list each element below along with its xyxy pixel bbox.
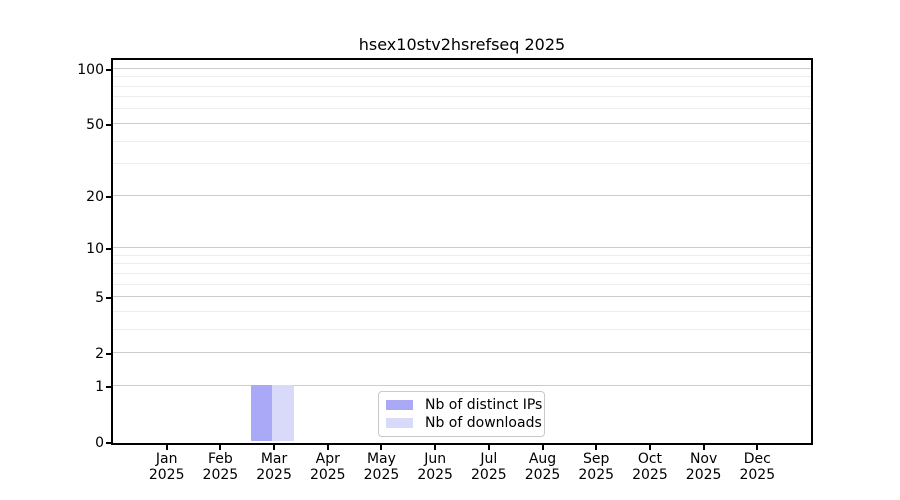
legend-swatch (386, 400, 413, 410)
y-tick-label: 5 (95, 290, 104, 307)
gridline-minor (113, 85, 811, 87)
y-tick-mark (106, 195, 111, 198)
x-tick-label: Dec 2025 (725, 451, 789, 483)
gridline-minor (113, 283, 811, 285)
y-tick-mark (106, 442, 111, 444)
gridline-major (113, 296, 811, 298)
x-tick-month: Dec (743, 451, 771, 467)
gridline-minor (113, 272, 811, 274)
y-tick-mark (106, 123, 111, 126)
legend-swatch (386, 418, 413, 428)
y-tick-label: 100 (77, 61, 104, 78)
legend-label: Nb of downloads (425, 415, 542, 431)
x-tick-mark (756, 445, 759, 450)
chart-title: hsex10stv2hsrefseq 2025 (358, 35, 566, 54)
gridline-major (113, 384, 811, 386)
x-tick-month: Jul (480, 451, 498, 467)
x-tick-year: 2025 (363, 467, 400, 483)
x-tick-month: Aug (528, 451, 557, 467)
y-tick-mark (106, 385, 111, 388)
legend-item: Nb of distinct IPs (386, 397, 542, 413)
x-tick-mark (165, 445, 168, 450)
y-tick-label: 2 (95, 346, 104, 363)
y-tick-mark (106, 297, 111, 300)
gridline-major (113, 67, 811, 69)
x-tick-year: 2025 (739, 467, 776, 483)
x-tick-year: 2025 (632, 467, 668, 483)
y-tick-label: 1 (95, 378, 104, 395)
legend-label: Nb of distinct IPs (425, 397, 543, 413)
x-tick-label: Nov 2025 (672, 451, 736, 483)
y-tick-mark (106, 68, 111, 71)
x-tick-label: Oct 2025 (618, 451, 682, 483)
gridline-minor (113, 254, 811, 256)
gridline-minor (113, 263, 811, 265)
x-tick-mark (487, 445, 490, 450)
x-tick-year: 2025 (524, 467, 561, 483)
x-tick-mark (326, 445, 329, 450)
gridlines-layer (113, 60, 811, 443)
gridline-minor (113, 163, 811, 165)
y-tick-label: 10 (86, 241, 104, 258)
gridline-minor (113, 328, 811, 330)
y-tick-label: 50 (86, 116, 104, 133)
x-tick-label: May 2025 (349, 451, 413, 483)
gridline-minor (113, 310, 811, 312)
x-tick-label: Sep 2025 (564, 451, 628, 483)
plot-area (111, 58, 813, 445)
x-tick-label: Aug 2025 (511, 451, 575, 483)
y-tick-label: 20 (86, 188, 104, 205)
gridline-minor (113, 108, 811, 110)
x-tick-year: 2025 (309, 467, 346, 483)
y-tick-mark (106, 248, 111, 251)
x-tick-mark (541, 445, 544, 450)
gridline-minor (113, 76, 811, 78)
legend: Nb of distinct IPs Nb of downloads (378, 391, 545, 437)
x-tick-mark (219, 445, 222, 450)
x-tick-year: 2025 (202, 467, 239, 483)
gridline-major (113, 194, 811, 196)
x-tick-mark (648, 445, 651, 450)
x-tick-label: Apr 2025 (296, 451, 360, 483)
legend-item: Nb of downloads (386, 415, 542, 431)
x-tick-mark (702, 445, 705, 450)
x-tick-month: May (366, 451, 396, 467)
x-tick-month: Mar (260, 451, 288, 467)
x-tick-mark (595, 445, 598, 450)
y-tick-mark (106, 353, 111, 356)
x-tick-label: Jul 2025 (457, 451, 521, 483)
x-tick-month: Jun (424, 451, 447, 467)
x-tick-label: Jan 2025 (135, 451, 199, 483)
x-tick-mark (434, 445, 437, 450)
x-tick-month: Feb (207, 451, 233, 467)
x-tick-year: 2025 (148, 467, 185, 483)
gridline-minor (113, 140, 811, 142)
x-tick-month: Jan (155, 451, 178, 467)
x-tick-year: 2025 (256, 467, 292, 483)
x-tick-year: 2025 (578, 467, 615, 483)
x-tick-month: Nov (689, 451, 718, 467)
bars-layer (113, 60, 811, 443)
x-tick-month: Oct (637, 451, 663, 467)
x-tick-label: Mar 2025 (242, 451, 306, 483)
bar (250, 384, 273, 441)
x-tick-mark (380, 445, 383, 450)
y-tick-label: 0 (95, 435, 104, 451)
x-tick-label: Feb 2025 (188, 451, 252, 483)
gridline-major (113, 122, 811, 124)
bar (272, 384, 294, 441)
x-tick-month: Apr (315, 451, 340, 467)
gridline-minor (113, 96, 811, 98)
gridline-major (113, 247, 811, 249)
x-tick-year: 2025 (417, 467, 453, 483)
gridline-major (113, 352, 811, 354)
x-tick-mark (273, 445, 276, 450)
x-tick-month: Sep (583, 451, 610, 467)
x-tick-year: 2025 (471, 467, 507, 483)
x-tick-year: 2025 (685, 467, 722, 483)
x-tick-label: Jun 2025 (403, 451, 467, 483)
